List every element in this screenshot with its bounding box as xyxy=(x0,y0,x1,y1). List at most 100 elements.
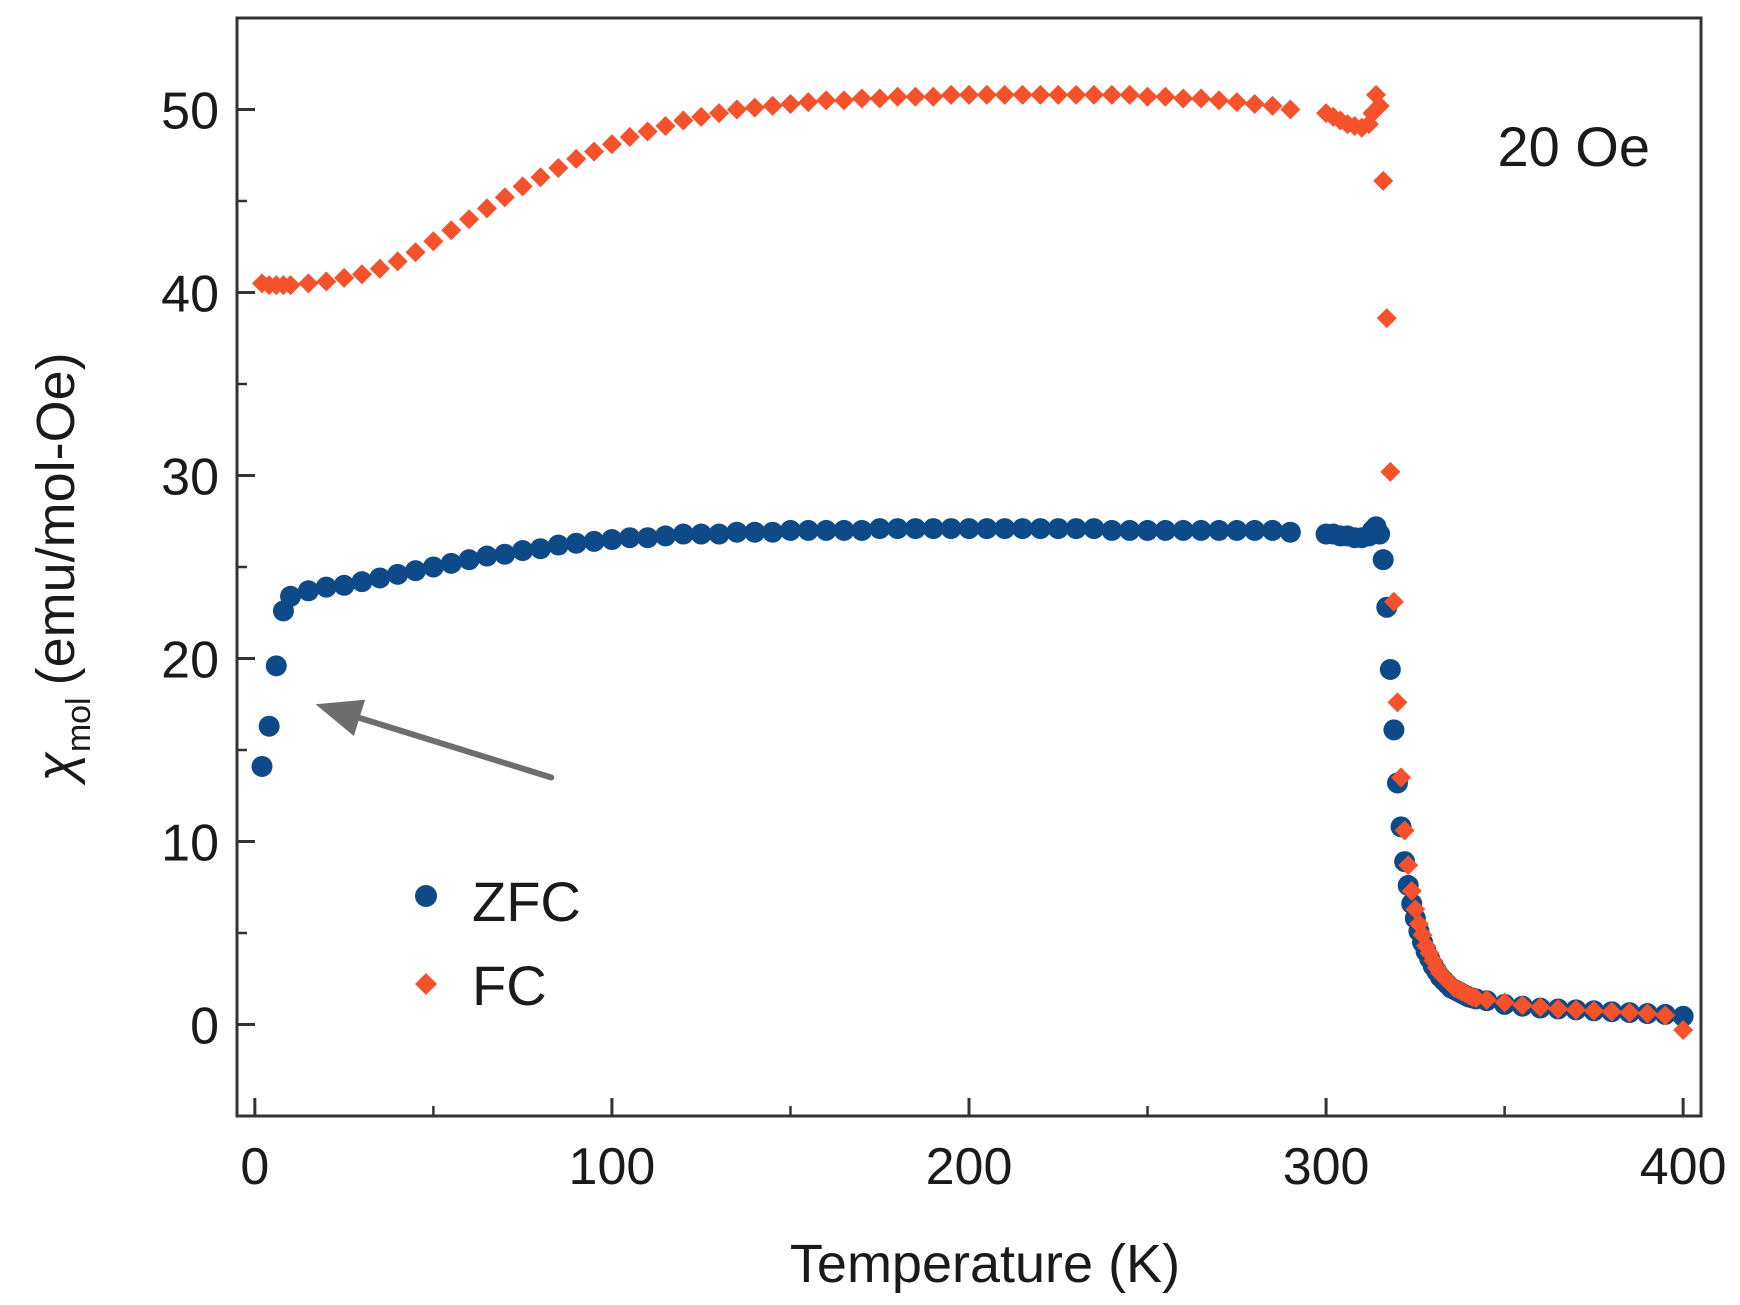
zfc-point xyxy=(369,567,391,589)
fc-point xyxy=(566,148,587,169)
y-axis-subscript: mol xyxy=(60,697,98,752)
fc-point xyxy=(834,90,855,111)
fc-point xyxy=(459,209,480,230)
fc-point xyxy=(298,273,319,294)
zfc-point xyxy=(726,521,748,543)
zfc-point xyxy=(1244,519,1266,541)
legend-marker-zfc xyxy=(415,885,437,907)
fc-point xyxy=(1244,94,1265,115)
fc-point xyxy=(923,86,944,107)
zfc-point xyxy=(1119,519,1141,541)
fc-point xyxy=(476,198,497,219)
legend-label-zfc: ZFC xyxy=(472,870,581,933)
y-tick-label: 30 xyxy=(161,449,219,507)
zfc-point xyxy=(494,543,516,565)
zfc-point xyxy=(1065,518,1087,540)
fc-point xyxy=(548,158,569,179)
zfc-point xyxy=(922,518,944,540)
zfc-point xyxy=(1226,519,1248,541)
fc-point xyxy=(869,88,890,109)
zfc-point xyxy=(565,532,587,554)
fc-point xyxy=(1637,1003,1658,1024)
zfc-point xyxy=(583,530,605,552)
zfc-point xyxy=(779,519,801,541)
zfc-point xyxy=(1383,719,1405,741)
fc-point xyxy=(1226,92,1247,113)
fc-point xyxy=(726,99,747,120)
zfc-point xyxy=(387,563,409,585)
zfc-point xyxy=(1012,518,1034,540)
zfc-point xyxy=(904,518,926,540)
fc-point xyxy=(601,134,622,155)
y-tick-label: 40 xyxy=(161,266,219,324)
x-tick-label: 200 xyxy=(926,1138,1013,1196)
zfc-point xyxy=(476,545,498,567)
arrow-shaft xyxy=(350,713,555,781)
fc-point xyxy=(637,121,658,142)
fc-point xyxy=(709,103,730,124)
fc-point xyxy=(387,251,408,272)
fc-point xyxy=(1048,84,1069,105)
fc-point xyxy=(280,275,301,296)
fc-point xyxy=(976,84,997,105)
zfc-point xyxy=(940,518,962,540)
field-annotation: 20 Oe xyxy=(1497,115,1650,178)
fc-point xyxy=(1380,461,1401,482)
fc-point xyxy=(584,141,605,162)
zfc-point xyxy=(1279,521,1301,543)
fc-point xyxy=(959,84,979,105)
y-axis-title: χmol (emu/mol-Oe) xyxy=(26,352,98,785)
legend-marker-fc xyxy=(415,973,437,995)
fc-point xyxy=(1012,84,1033,105)
fc-point xyxy=(334,267,355,288)
zfc-point xyxy=(1083,518,1105,540)
x-tick-label: 100 xyxy=(569,1138,656,1196)
fc-point xyxy=(1548,998,1569,1019)
zfc-point xyxy=(1372,549,1394,571)
zfc-point xyxy=(672,523,694,545)
arrow-head xyxy=(315,699,366,737)
fc-point xyxy=(351,264,372,285)
series-fc xyxy=(251,84,1694,1040)
zfc-point xyxy=(512,540,534,562)
zfc-point xyxy=(601,529,623,551)
zfc-point xyxy=(530,538,552,560)
zfc-point xyxy=(297,580,319,602)
arrow-annotation xyxy=(315,699,555,781)
fc-point xyxy=(530,167,551,188)
fc-point xyxy=(1398,855,1419,876)
zfc-point xyxy=(797,519,819,541)
zfc-point xyxy=(619,527,641,549)
fc-point xyxy=(1673,1019,1694,1040)
series-zfc xyxy=(251,516,1694,1027)
zfc-point xyxy=(333,574,355,596)
fc-point xyxy=(1191,88,1212,109)
fc-point xyxy=(941,84,962,105)
fc-point xyxy=(994,84,1015,105)
zfc-point xyxy=(637,527,659,549)
fc-point xyxy=(512,176,533,197)
minor-ticks xyxy=(237,199,1506,1116)
fc-point xyxy=(780,94,801,115)
fc-point xyxy=(1280,99,1301,120)
zfc-point xyxy=(458,549,480,571)
fc-point xyxy=(691,106,712,127)
fc-point xyxy=(1391,767,1412,788)
zfc-point xyxy=(1029,518,1051,540)
fc-point xyxy=(1655,1005,1676,1026)
zfc-point xyxy=(1379,658,1401,680)
y-axis-ticks: 0 10 20 30 40 50 xyxy=(161,83,255,1056)
fc-point xyxy=(673,110,694,131)
x-tick-label: 400 xyxy=(1640,1138,1727,1196)
zfc-point xyxy=(405,560,427,582)
fc-point xyxy=(1083,84,1104,105)
zfc-point xyxy=(887,518,909,540)
fc-point xyxy=(1373,170,1394,191)
fc-point xyxy=(1030,84,1051,105)
zfc-point xyxy=(815,519,837,541)
zfc-point xyxy=(833,519,855,541)
fc-point xyxy=(1405,899,1426,920)
y-tick-label: 0 xyxy=(190,998,219,1056)
fc-point xyxy=(1101,84,1122,105)
zfc-point xyxy=(1137,519,1159,541)
